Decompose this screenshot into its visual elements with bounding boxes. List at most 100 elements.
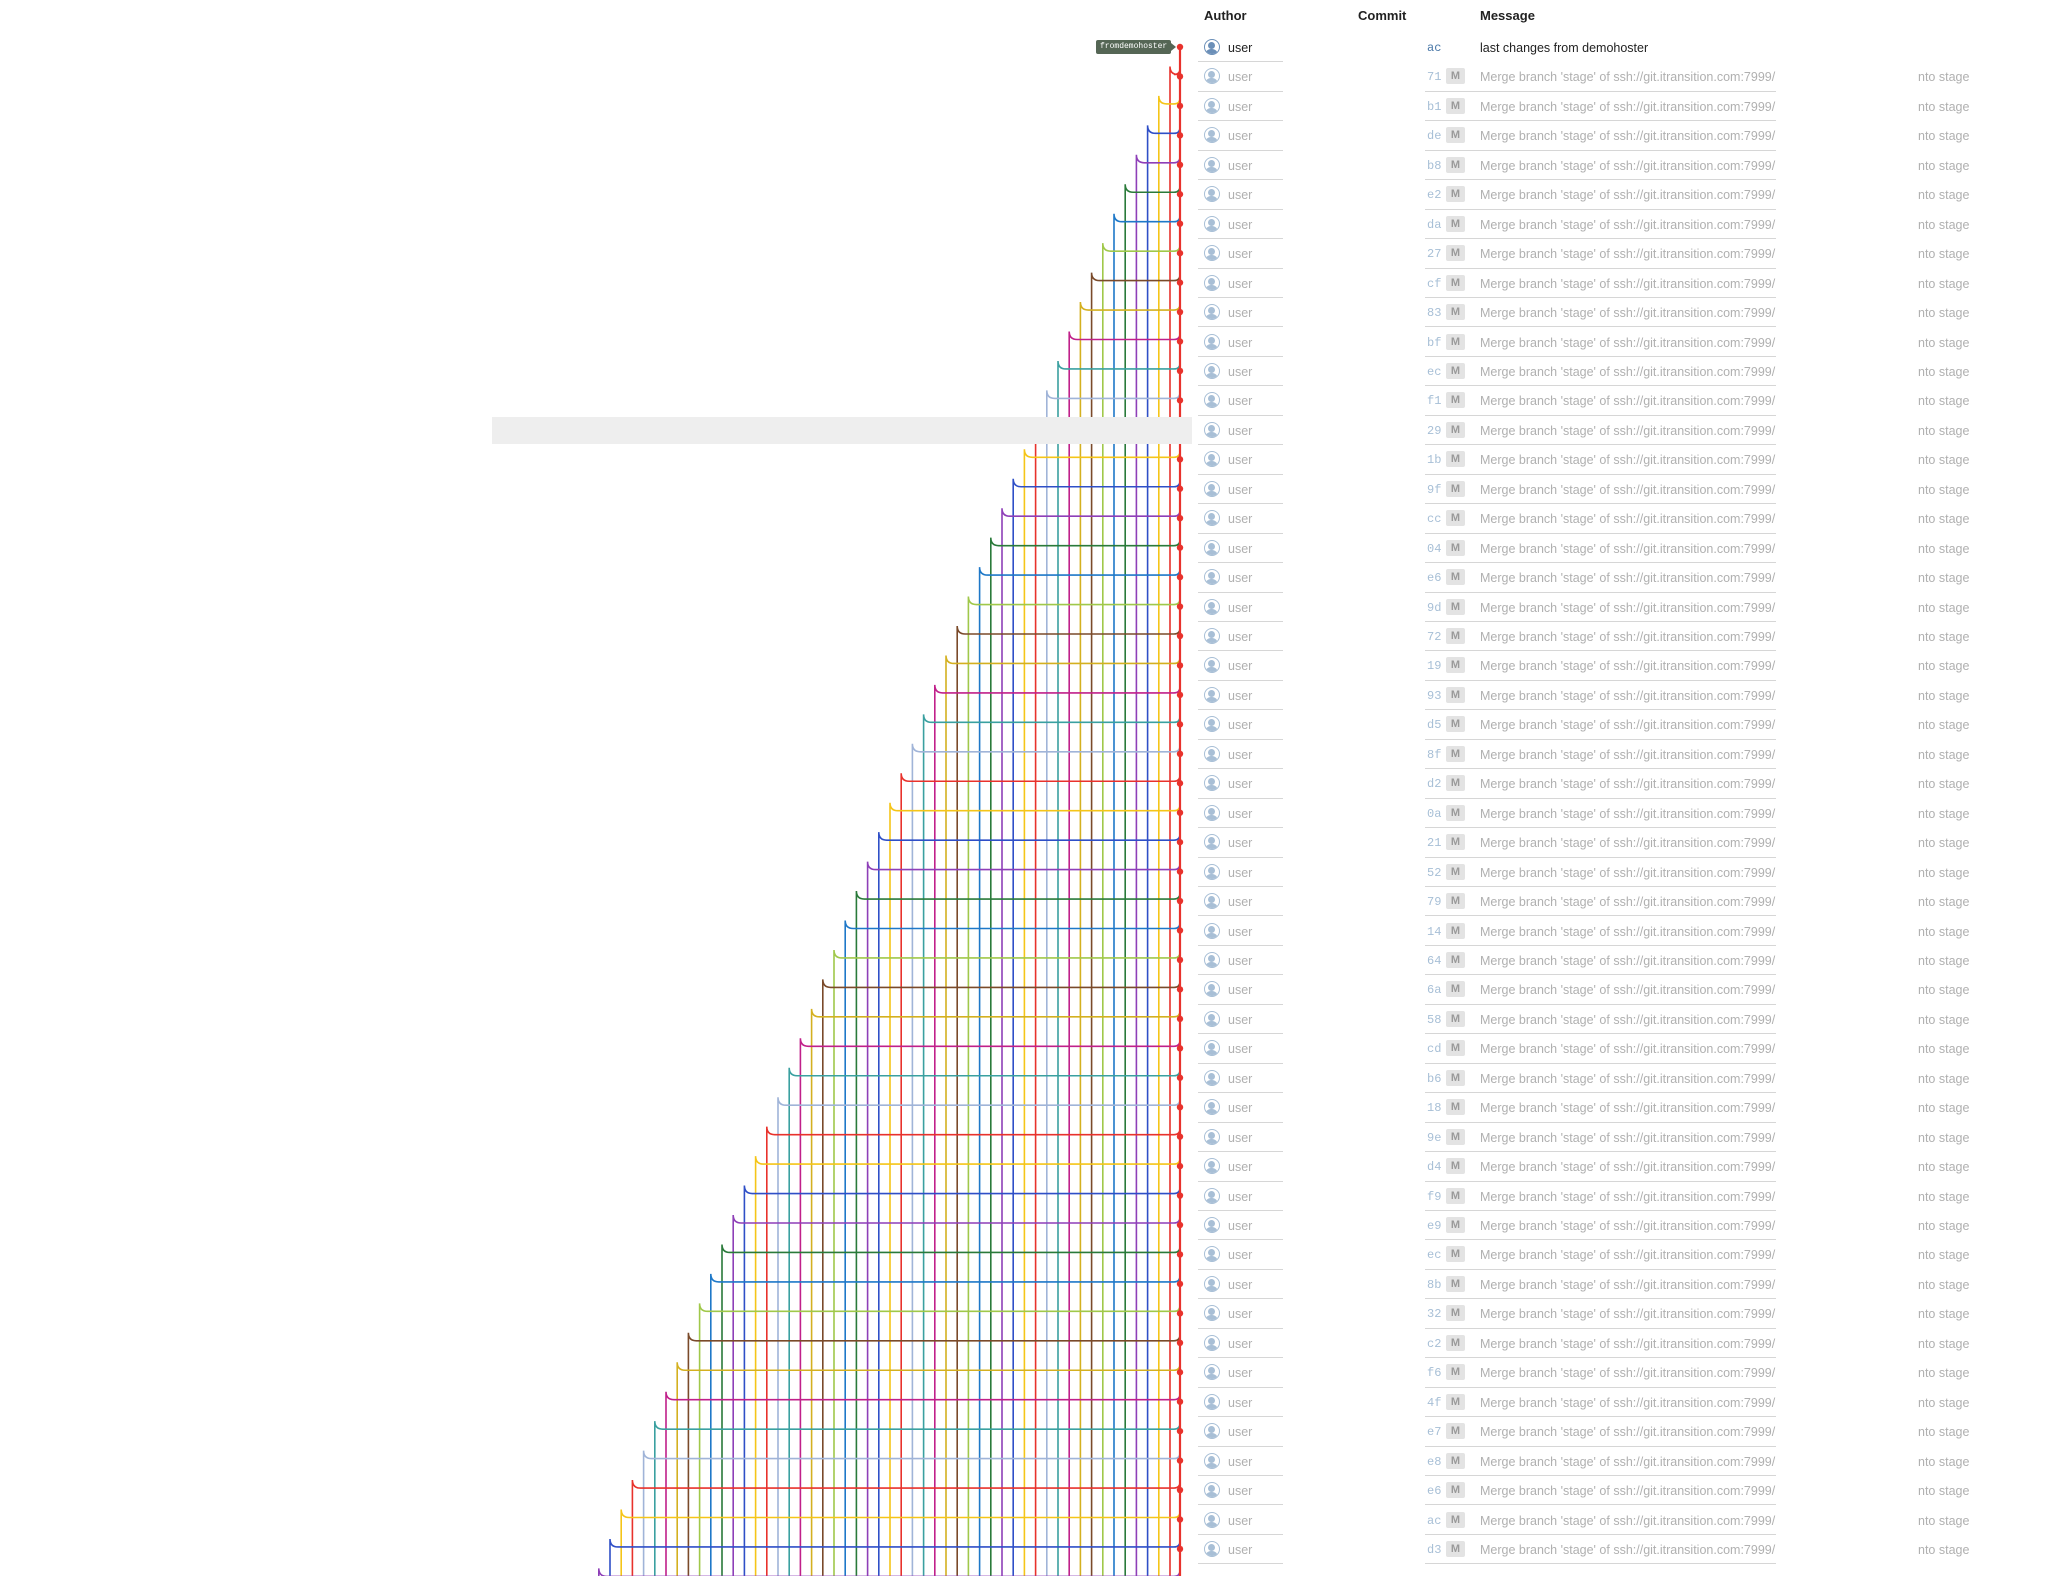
commit-row[interactable]: user 8b M Merge branch 'stage' of ssh://… [0,1270,2048,1300]
commit-node[interactable] [1176,279,1184,286]
commit-message[interactable]: Merge branch 'stage' of ssh://git.itrans… [1480,806,1776,821]
commit-node[interactable] [1176,1221,1184,1229]
commit-node[interactable] [1176,691,1184,699]
commit-row[interactable]: user bf M Merge branch 'stage' of ssh://… [0,328,2048,357]
commit-hash[interactable]: ac [1427,41,1442,55]
commit-author[interactable]: user [1228,247,1253,262]
commit-author[interactable]: user [1228,600,1253,615]
commit-node[interactable] [1176,1104,1184,1111]
commit-row[interactable]: user 6a M Merge branch 'stage' of ssh://… [0,975,2048,1005]
commit-row[interactable]: user 8f M Merge branch 'stage' of ssh://… [0,740,2048,770]
commit-message[interactable]: Merge branch 'stage' of ssh://git.itrans… [1480,1071,1776,1086]
commit-hash[interactable]: bf [1427,335,1442,350]
commit-row[interactable]: user 71 M Merge branch 'stage' of ssh://… [0,62,2048,92]
commit-hash[interactable]: 9d [1427,600,1442,615]
commit-row[interactable]: user 4f M Merge branch 'stage' of ssh://… [0,1388,2048,1418]
commit-author[interactable]: user [1228,688,1253,703]
commit-message[interactable]: Merge branch 'stage' of ssh://git.itrans… [1480,364,1776,379]
commit-author[interactable]: user [1228,335,1253,350]
commit-node[interactable] [1176,1310,1184,1317]
commit-author[interactable]: user [1228,1277,1253,1292]
commit-hash[interactable]: c2 [1427,1336,1442,1351]
commit-author[interactable]: user [1228,895,1253,910]
commit-node[interactable] [1176,1369,1184,1376]
commit-author[interactable]: user [1228,1189,1253,1204]
commit-message[interactable]: Merge branch 'stage' of ssh://git.itrans… [1480,482,1776,497]
commit-hash[interactable]: 83 [1427,306,1442,321]
commit-message[interactable]: Merge branch 'stage' of ssh://git.itrans… [1480,335,1776,350]
commit-hash[interactable]: d2 [1427,777,1442,792]
commit-message[interactable]: Merge branch 'stage' of ssh://git.itrans… [1480,1484,1776,1499]
commit-node[interactable] [1176,515,1184,522]
commit-message[interactable]: Merge branch 'stage' of ssh://git.itrans… [1480,1542,1776,1557]
commit-message[interactable]: Merge branch 'stage' of ssh://git.itrans… [1480,512,1776,527]
commit-author[interactable]: user [1228,1101,1253,1116]
commit-hash[interactable]: 19 [1427,659,1442,674]
commit-hash[interactable]: ec [1427,1248,1442,1263]
commit-row[interactable]: user d4 M Merge branch 'stage' of ssh://… [0,1152,2048,1182]
commit-node[interactable] [1176,603,1184,610]
commit-message[interactable]: Merge branch 'stage' of ssh://git.itrans… [1480,1366,1776,1381]
commit-hash[interactable]: cf [1427,276,1442,291]
commit-author[interactable]: user [1228,1366,1253,1381]
commit-message[interactable]: Merge branch 'stage' of ssh://git.itrans… [1480,1425,1776,1440]
commit-row[interactable]: user d2 M Merge branch 'stage' of ssh://… [0,769,2048,799]
commit-row[interactable]: user f9 M Merge branch 'stage' of ssh://… [0,1182,2048,1211]
commit-node[interactable] [1176,161,1184,168]
commit-column-header[interactable]: Commit [1358,8,1407,23]
commit-node[interactable] [1176,809,1184,816]
commit-message[interactable]: Merge branch 'stage' of ssh://git.itrans… [1480,1307,1776,1322]
commit-author[interactable]: user [1228,1454,1253,1469]
commit-author[interactable]: user [1228,70,1253,85]
commit-node[interactable] [1176,1398,1184,1405]
commit-hash[interactable]: cd [1427,1042,1442,1057]
commit-author[interactable]: user [1228,747,1253,762]
commit-message[interactable]: Merge branch 'stage' of ssh://git.itrans… [1480,924,1776,939]
commit-author[interactable]: user [1228,1219,1253,1233]
commit-author[interactable]: user [1228,512,1253,527]
commit-row[interactable]: user 18 M Merge branch 'stage' of ssh://… [0,1093,2048,1123]
commit-message[interactable]: Merge branch 'stage' of ssh://git.itrans… [1480,777,1776,792]
commit-hash[interactable]: 9f [1427,482,1442,497]
commit-author[interactable]: user [1228,924,1253,939]
commit-row[interactable]: user 9d M Merge branch 'stage' of ssh://… [0,593,2048,622]
commit-node[interactable] [1176,1486,1184,1494]
commit-hash[interactable]: 8f [1427,747,1442,762]
commit-row[interactable]: user da M Merge branch 'stage' of ssh://… [0,210,2048,240]
commit-hash[interactable]: d3 [1427,1542,1442,1557]
commit-message[interactable]: Merge branch 'stage' of ssh://git.itrans… [1480,983,1776,998]
commit-author[interactable]: user [1228,41,1253,55]
commit-message[interactable]: Merge branch 'stage' of ssh://git.itrans… [1480,1012,1776,1027]
commit-message[interactable]: Merge branch 'stage' of ssh://git.itrans… [1480,1219,1776,1233]
commit-row[interactable]: user 52 M Merge branch 'stage' of ssh://… [0,858,2048,888]
commit-message[interactable]: Merge branch 'stage' of ssh://git.itrans… [1480,865,1776,880]
commit-hash[interactable]: 27 [1427,247,1442,262]
commit-hash[interactable]: 04 [1427,541,1442,556]
commit-author[interactable]: user [1228,865,1253,880]
commit-hash[interactable]: ac [1427,1513,1442,1528]
commit-row[interactable]: user 0a M Merge branch 'stage' of ssh://… [0,799,2048,829]
commit-message[interactable]: Merge branch 'stage' of ssh://git.itrans… [1480,895,1776,910]
commit-node[interactable] [1176,397,1184,404]
commit-node[interactable] [1176,1045,1184,1052]
commit-message[interactable]: Merge branch 'stage' of ssh://git.itrans… [1480,630,1776,644]
commit-row[interactable]: user 32 M Merge branch 'stage' of ssh://… [0,1299,2048,1329]
commit-author[interactable]: user [1228,99,1253,114]
commit-message[interactable]: Merge branch 'stage' of ssh://git.itrans… [1480,1042,1776,1057]
commit-node[interactable] [1176,927,1184,934]
commit-message[interactable]: Merge branch 'stage' of ssh://git.itrans… [1480,1160,1776,1175]
commit-node[interactable] [1176,1015,1184,1023]
commit-hash[interactable]: 8b [1427,1277,1442,1292]
commit-row[interactable]: user 9e M Merge branch 'stage' of ssh://… [0,1123,2048,1153]
commit-row[interactable]: user 58 M Merge branch 'stage' of ssh://… [0,1005,2048,1035]
commit-hash[interactable]: f1 [1427,394,1442,409]
commit-hash[interactable]: 21 [1427,836,1442,851]
commit-row[interactable]: user ec M Merge branch 'stage' of ssh://… [0,357,2048,387]
commit-message[interactable]: Merge branch 'stage' of ssh://git.itrans… [1480,1189,1776,1204]
commit-row[interactable]: user d5 M Merge branch 'stage' of ssh://… [0,710,2048,740]
commit-author[interactable]: user [1228,1542,1253,1557]
commit-message[interactable]: Merge branch 'stage' of ssh://git.itrans… [1480,1248,1776,1263]
commit-hash[interactable]: 9e [1427,1130,1442,1145]
commit-node[interactable] [1176,1074,1184,1081]
commit-node[interactable] [1176,456,1184,463]
